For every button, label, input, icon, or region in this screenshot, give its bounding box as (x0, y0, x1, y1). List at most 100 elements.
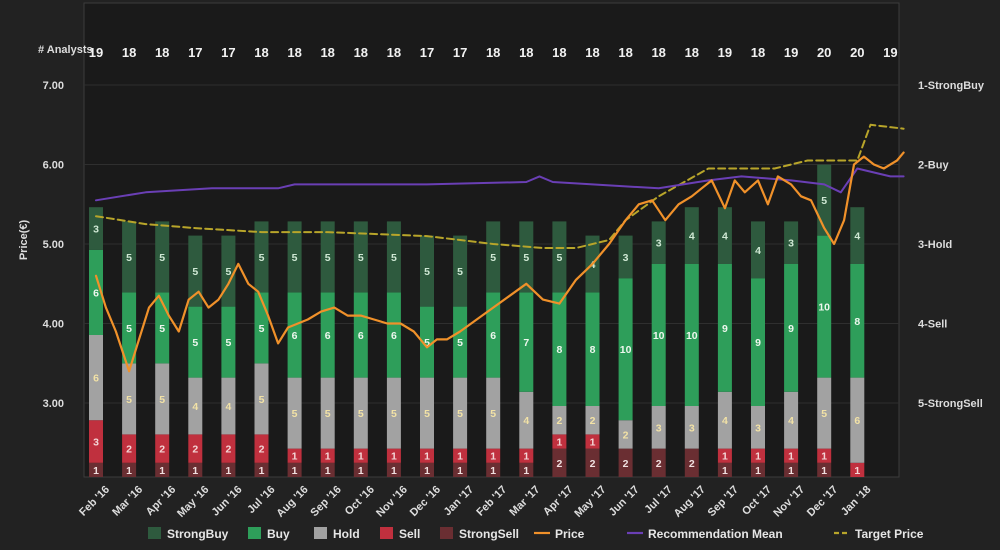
bar-segment-label: 5 (192, 266, 198, 278)
bar-segment-label: 1 (225, 465, 231, 477)
bar-segment-sell (850, 462, 865, 477)
bar-segment-label: 4 (523, 415, 529, 427)
bar-segment-label: 5 (821, 408, 827, 420)
bar-segment-buy (519, 292, 534, 392)
bar-segment-label: 5 (457, 266, 463, 278)
analyst-count: 17 (420, 45, 434, 60)
bar-segment-strongbuy (254, 221, 269, 293)
analyst-count: 19 (718, 45, 732, 60)
bar-segment-strongbuy (320, 221, 335, 293)
bar-segment-strongsell (453, 462, 468, 477)
bar-segment-hold (552, 406, 567, 435)
bar-segment-label: 5 (259, 252, 265, 264)
bar-segment-label: 10 (653, 330, 665, 342)
bar-segment-sell (287, 448, 302, 463)
analyst-count: 17 (453, 45, 467, 60)
bar-segment-label: 3 (656, 238, 662, 250)
bar-segment-label: 8 (556, 344, 562, 356)
bar-segment-buy (817, 235, 832, 378)
analyst-count: 17 (221, 45, 235, 60)
bar-segment-strongbuy (89, 207, 103, 250)
bar-segment-buy (618, 278, 633, 421)
bar-segment-strongbuy (353, 221, 368, 293)
analyst-count: 18 (254, 45, 268, 60)
y-tick-label: 4.00 (43, 319, 64, 331)
bar-segment-buy (188, 306, 203, 378)
y-axis-label: Price(€) (18, 219, 30, 260)
bar-segment-label: 6 (292, 330, 298, 342)
bar-segment-label: 5 (424, 408, 430, 420)
bar-segment-label: 8 (590, 344, 596, 356)
bar-segment-label: 10 (620, 344, 632, 356)
bar-segment-label: 1 (523, 451, 529, 463)
analyst-count: 17 (188, 45, 202, 60)
bar-segment-label: 2 (689, 458, 695, 470)
bar-segment-label: 4 (225, 401, 231, 413)
bar-segment-buy (552, 292, 567, 406)
bar-segment-sell (386, 448, 401, 463)
bar-segment-label: 5 (126, 323, 132, 335)
bar-segment-strongsell (386, 462, 401, 477)
bar-segment-label: 1 (325, 465, 331, 477)
bar-segment-strongbuy (751, 221, 765, 279)
bar-segment-buy (850, 264, 865, 378)
bar-segment-label: 6 (358, 330, 364, 342)
bar-segment-sell (486, 448, 501, 463)
bar-segment-label: 5 (457, 408, 463, 420)
bar-segment-strongbuy (651, 221, 666, 264)
bar-segment-label: 1 (391, 451, 397, 463)
bar-segment-label: 6 (391, 330, 397, 342)
analyst-count: 18 (354, 45, 368, 60)
bar-segment-label: 2 (192, 444, 198, 456)
legend: StrongBuy Buy Hold Sell StrongSell Price Recom… (148, 527, 924, 541)
bar-segment-label: 3 (788, 238, 794, 250)
bar-segment-sell (188, 434, 203, 463)
bar-segment-label: 4 (689, 231, 695, 243)
bar-segment-sell (519, 448, 534, 463)
bar-segment-sell (784, 448, 799, 463)
legend-label: Recommendation Mean (648, 527, 783, 541)
bar-segment-buy (751, 278, 765, 406)
bar-segment-label: 5 (424, 266, 430, 278)
bar-segment-strongbuy (684, 207, 699, 264)
analyst-counts: 19 18 18 17 17 18 18 18 18 18 17 17 18 18 18 18 18 18 18 19… (89, 45, 898, 60)
bar-segment-label: 3 (93, 224, 99, 236)
bar-segment-hold (453, 377, 468, 449)
bar-segment-hold (353, 377, 368, 449)
stacked-bars: 1 3 6 6 3 1 2 5 5 5 1 2 5 5 5 1 2 4 5 5 1 2 4 5 5 1 2 5 5 5 1 1 5 6 5 1 1 5 6 5… (89, 164, 865, 477)
bar-segment-label: 1 (523, 465, 529, 477)
bar-segment-hold (618, 420, 633, 449)
analyst-count: 19 (784, 45, 798, 60)
bar-segment-label: 2 (556, 415, 562, 427)
bar-segment-label: 9 (788, 323, 794, 335)
legend-label: StrongBuy (167, 527, 229, 541)
bar-segment-label: 2 (259, 444, 265, 456)
bar-segment-label: 5 (126, 252, 132, 264)
bar-segment-label: 1 (192, 465, 198, 477)
bar-segment-strongsell (552, 448, 567, 477)
bar-segment-label: 5 (225, 337, 231, 349)
bar-segment-hold (122, 363, 137, 435)
bar-segment-label: 5 (391, 408, 397, 420)
legend-label: Sell (399, 527, 420, 541)
analyst-count: 18 (685, 45, 699, 60)
rec-scale-label: 3-Hold (918, 239, 952, 251)
bar-segment-label: 5 (126, 394, 132, 406)
bar-segment-hold (651, 406, 666, 449)
bar-segment-label: 5 (457, 337, 463, 349)
bar-segment-label: 2 (590, 415, 596, 427)
bar-segment-strongsell (817, 462, 832, 477)
bar-segment-strongsell (353, 462, 368, 477)
bar-segment-label: 5 (259, 394, 265, 406)
bar-segment-label: 2 (126, 444, 132, 456)
analyst-count: 19 (89, 45, 103, 60)
bar-segment-sell (155, 434, 170, 463)
bar-segment-strongsell (486, 462, 501, 477)
price-line (94, 151, 905, 373)
bar-segment-buy (486, 292, 501, 378)
y-tick-label: 3.00 (43, 398, 64, 410)
bar-segment-label: 1 (722, 451, 728, 463)
bar-segment-hold (155, 363, 170, 435)
bar-segment-buy (651, 264, 666, 406)
bar-segment-label: 4 (192, 401, 198, 413)
